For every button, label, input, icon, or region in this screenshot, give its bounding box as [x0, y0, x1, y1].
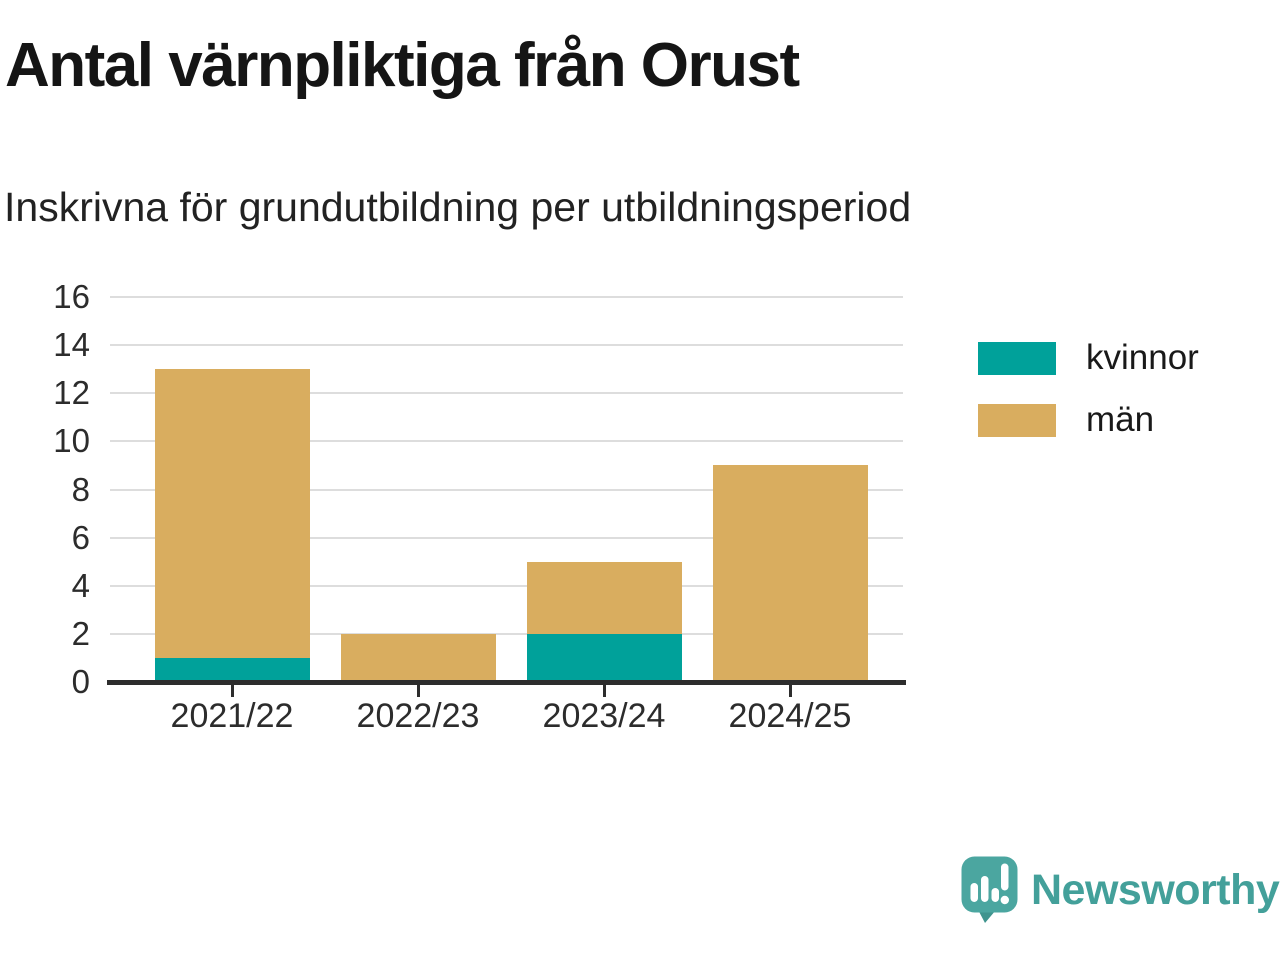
y-axis-tick-label: 12 — [53, 374, 90, 412]
chart-title: Antal värnpliktiga från Orust — [5, 31, 800, 100]
x-axis-tick — [230, 685, 234, 697]
bar-segment-2024/25-män — [712, 465, 868, 682]
y-axis-tick-label: 6 — [71, 518, 90, 556]
bar-segment-2021/22-män — [154, 369, 310, 658]
newsworthy-logo-icon — [961, 856, 1018, 923]
legend-swatch — [978, 341, 1056, 375]
x-axis-tick-label: 2023/24 — [542, 697, 666, 735]
x-axis-tick — [602, 685, 606, 697]
gridline — [110, 584, 903, 587]
y-axis-tick-label: 2 — [71, 614, 90, 652]
gridline — [110, 392, 903, 395]
legend-item-män: män — [978, 400, 1199, 440]
legend-item-kvinnor: kvinnor — [978, 338, 1199, 378]
x-axis-tick-label: 2021/22 — [170, 697, 294, 735]
y-axis-tick-label: 14 — [53, 326, 90, 364]
y-axis-tick-label: 0 — [71, 663, 90, 700]
gridline — [110, 488, 903, 491]
gridline — [110, 296, 903, 298]
bar-segment-2021/22-kvinnor — [154, 657, 310, 682]
legend-swatch — [978, 403, 1056, 437]
x-axis-tick — [416, 685, 420, 697]
bar-segment-2022/23-män — [340, 633, 496, 682]
x-axis-tick — [788, 685, 792, 697]
y-axis-tick-label: 8 — [71, 470, 90, 508]
legend-label: kvinnor — [1086, 338, 1199, 377]
x-axis-tick-label: 2022/23 — [356, 697, 480, 735]
gridline — [110, 632, 903, 635]
y-axis-tick-label: 4 — [71, 566, 90, 604]
y-axis-tick-label: 16 — [53, 278, 90, 315]
gridline — [110, 440, 903, 443]
chart-subtitle: Inskrivna för grundutbildning per utbild… — [4, 184, 912, 230]
gridline — [110, 344, 903, 347]
plot-area — [107, 296, 906, 697]
bar-segment-2023/24-män — [526, 561, 682, 634]
gridline — [110, 536, 903, 539]
legend: kvinnor män — [978, 338, 1199, 462]
y-axis-tick-label: 10 — [53, 422, 90, 460]
bar-segment-2023/24-kvinnor — [526, 633, 682, 682]
brand-footer: Newsworthy — [961, 856, 1280, 925]
x-axis-line — [107, 680, 906, 685]
x-axis-tick-label: 2024/25 — [728, 697, 852, 735]
brand-name: Newsworthy — [1031, 866, 1280, 914]
legend-label: män — [1086, 400, 1155, 439]
